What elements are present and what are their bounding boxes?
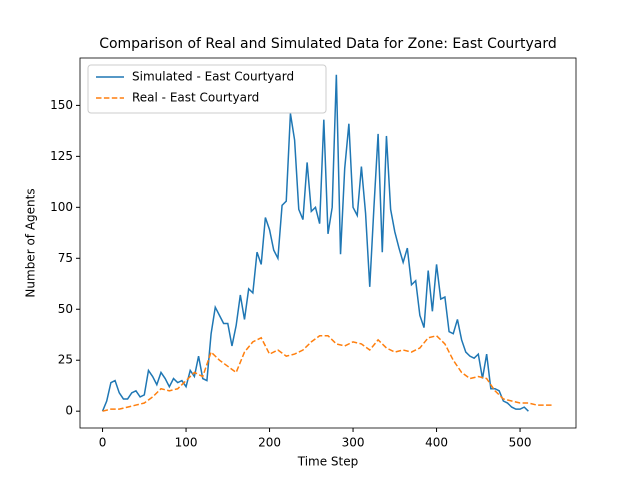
legend-box	[87, 64, 327, 114]
y-tick-label: 0	[65, 404, 73, 418]
y-tick-label: 100	[50, 200, 73, 214]
plot-frame	[79, 57, 577, 429]
legend-label: Simulated - East Courtyard	[132, 70, 294, 84]
y-axis-label: Number of Agents	[24, 188, 38, 297]
x-tick-label: 500	[509, 436, 532, 450]
y-tick-label: 150	[50, 98, 73, 112]
x-tick-label: 100	[175, 436, 198, 450]
y-tick-label: 50	[58, 302, 73, 316]
y-tick-label: 125	[50, 149, 73, 163]
x-tick-label: 400	[425, 436, 448, 450]
chart-title: Comparison of Real and Simulated Data fo…	[99, 36, 557, 52]
line-series	[101, 74, 529, 412]
y-tick-label: 25	[58, 353, 73, 367]
x-axis-label: Time Step	[297, 455, 359, 469]
x-tick-label: 300	[342, 436, 365, 450]
line-series	[102, 334, 554, 412]
y-tick-label: 75	[58, 251, 73, 265]
x-tick-label: 200	[258, 436, 281, 450]
legend-label: Real - East Courtyard	[132, 91, 259, 105]
x-tick-label: 0	[99, 436, 107, 450]
